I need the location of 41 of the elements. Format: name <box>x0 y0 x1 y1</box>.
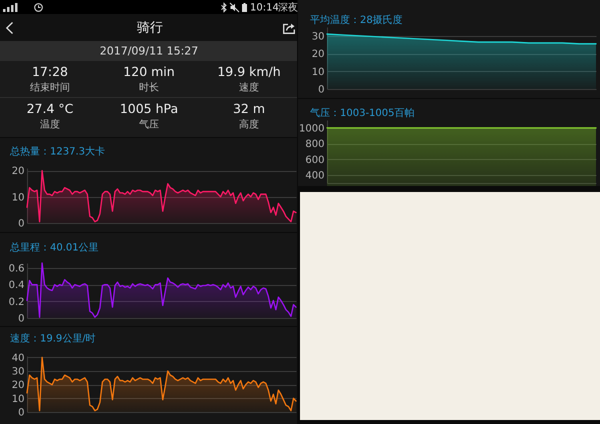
y-tick-label: 20 <box>12 166 24 178</box>
chart-title: 气压：1003-1005百帕 <box>310 107 415 119</box>
text: 32 m <box>232 100 266 116</box>
text: 结束时间 <box>30 82 70 94</box>
text: 速度 <box>239 82 259 94</box>
chart-title: 总里程：40.01公里 <box>9 241 99 254</box>
y-tick-label: 1000 <box>299 123 324 134</box>
y-tick-label: 0.6 <box>8 264 24 274</box>
text: 1005 hPa <box>120 100 178 116</box>
y-tick-label: 10 <box>12 394 24 405</box>
y-tick-label: 800 <box>305 139 324 150</box>
y-tick-label: 30 <box>312 31 324 42</box>
text: 气压 <box>139 119 159 131</box>
text: 2017/09/11 15:27 <box>100 44 198 58</box>
chart-title: 平均温度：28摄氏度 <box>310 14 403 26</box>
y-tick-label: 20 <box>12 380 24 392</box>
y-tick-label: 0 <box>318 84 324 96</box>
chart-title: 速度：19.9公里/时 <box>10 332 96 344</box>
y-tick-label: 0.4 <box>8 280 24 292</box>
y-tick-label: 40 <box>12 352 24 364</box>
text: 27.4 °C <box>26 100 74 116</box>
y-tick-label: 20 <box>312 49 324 60</box>
text: 时长 <box>139 82 159 94</box>
y-tick-label: 0 <box>18 218 24 230</box>
y-tick-label: 10 <box>12 192 24 204</box>
text: 19.9 km/h <box>217 64 281 80</box>
text: 17:28 <box>32 64 68 80</box>
text: 温度 <box>40 119 60 131</box>
y-tick-label: 600 <box>305 154 324 166</box>
text: 骑行 <box>137 20 163 36</box>
y-tick-label: 0 <box>18 314 24 324</box>
y-tick-label: 10 <box>312 66 324 78</box>
y-tick-label: 0.2 <box>8 296 24 308</box>
y-tick-label: 30 <box>12 366 24 378</box>
y-tick-label: 400 <box>305 170 324 182</box>
chart-title: 总热量：1237.3大卡 <box>9 146 105 158</box>
y-tick-label: 0 <box>18 408 24 418</box>
text: 10:14 <box>250 2 279 14</box>
text: 深夜 <box>278 2 298 14</box>
text: 120 min <box>123 64 175 80</box>
text: 高度 <box>239 119 259 131</box>
